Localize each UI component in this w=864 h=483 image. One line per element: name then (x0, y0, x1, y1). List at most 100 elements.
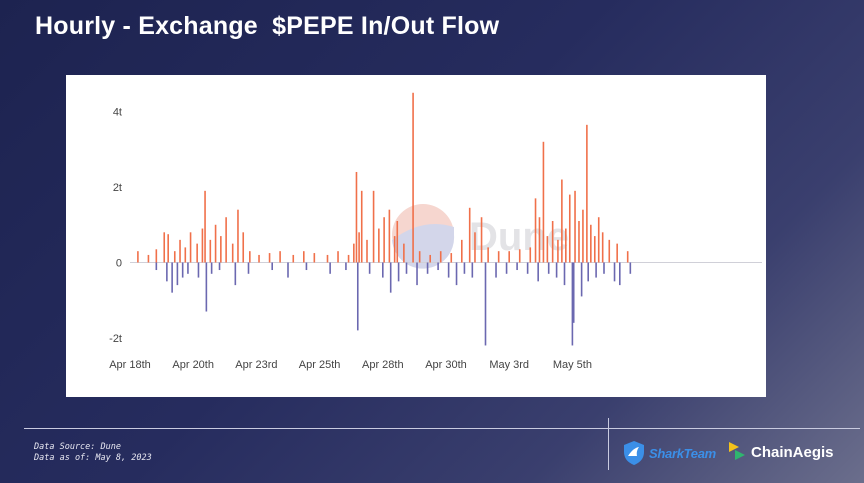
dune-logo-wave (392, 223, 455, 269)
outflow-bar (563, 262, 566, 286)
data-source-text: Data Source: Dune (34, 442, 121, 452)
chainaegis-brand: ChainAegis (727, 440, 834, 464)
outflow-bar (197, 262, 200, 278)
data-date-text: Data as of: May 8, 2023 (34, 453, 152, 463)
inflow-bar (292, 254, 295, 263)
inflow-bar (355, 171, 358, 263)
outflow-bar (629, 262, 632, 274)
inflow-bar (561, 179, 563, 263)
inflow-bar (220, 236, 222, 263)
x-tick-label: Apr 20th (172, 359, 214, 371)
outflow-bar (447, 262, 450, 278)
inflow-bar (196, 243, 198, 263)
inflow-bar (396, 221, 399, 263)
outflow-bar (613, 262, 616, 282)
outflow-bar (205, 262, 208, 312)
page-title: Hourly - Exchange $PEPE In/Out Flow (35, 12, 500, 40)
y-tick-label: -2t (109, 333, 122, 345)
outflow-bar (389, 262, 392, 293)
outflow-bar (603, 262, 605, 274)
inflow-bar (538, 217, 541, 263)
footer-divider (24, 428, 860, 429)
outflow-bar (218, 262, 221, 271)
inflow-bar (461, 239, 463, 263)
inflow-bar (582, 209, 584, 263)
inflow-bar (388, 209, 391, 263)
outflow-bar (356, 262, 359, 331)
inflow-bar (214, 224, 217, 263)
outflow-bar (495, 262, 497, 278)
inflow-bar (608, 239, 611, 263)
outflow-bar (305, 262, 308, 271)
inflow-bar (147, 254, 150, 263)
outflow-bar (463, 262, 466, 274)
outflow-bar (210, 262, 213, 274)
inflow-bar (593, 236, 596, 263)
inflow-bar (412, 92, 414, 263)
outflow-bar (397, 262, 400, 282)
shark-shield-icon (624, 441, 644, 465)
inflow-bar (268, 253, 271, 263)
x-tick-label: Apr 18th (109, 359, 151, 371)
outflow-bar (181, 262, 184, 278)
outflow-bar (471, 262, 474, 278)
inflow-bar (209, 239, 212, 263)
inflow-bar (249, 251, 251, 263)
inflow-bar (204, 190, 206, 263)
inflow-bar (586, 124, 588, 263)
y-tick-label: 2t (113, 182, 122, 194)
inflow-bar (565, 228, 567, 263)
inflow-bar (201, 228, 204, 263)
outflow-bar (595, 262, 597, 278)
inflow-bar (353, 243, 355, 263)
outflow-bar (187, 262, 189, 274)
outflow-bar (368, 262, 371, 274)
outflow-bar (572, 262, 575, 323)
inflow-bar (337, 251, 339, 263)
outflow-bar (547, 262, 550, 274)
outflow-bar (571, 262, 574, 346)
inflow-bar (542, 141, 545, 263)
inflow-bar (189, 232, 192, 263)
x-tick-label: Apr 30th (425, 359, 467, 371)
outflow-bar (426, 262, 429, 274)
inflow-bar (403, 243, 405, 263)
outflow-bar (171, 262, 173, 293)
inflow-bar (360, 190, 363, 263)
inflow-bar (225, 217, 227, 263)
chainaegis-label: ChainAegis (751, 443, 834, 461)
inflow-bar (231, 243, 234, 263)
outflow-bar (416, 262, 418, 286)
x-tick-label: May 3rd (489, 359, 529, 371)
x-tick-label: Apr 28th (362, 359, 404, 371)
outflow-bar (405, 262, 408, 274)
inflow-bar (626, 251, 629, 263)
inflow-bar (546, 236, 549, 263)
inflow-bar (378, 228, 380, 263)
inflow-bar (429, 254, 431, 263)
inflow-bar (258, 254, 260, 263)
chainaegis-logo-icon (729, 442, 745, 460)
inflow-bar (568, 194, 571, 263)
inflow-bar (383, 217, 385, 263)
inflow-bar (518, 249, 521, 263)
inflow-bar (616, 243, 618, 263)
inflow-bar (137, 251, 139, 263)
outflow-bar (455, 262, 458, 286)
inflow-bar (551, 221, 554, 263)
outflow-bar (176, 262, 179, 286)
dune-watermark: Dune (392, 204, 569, 269)
outflow-bar (287, 262, 289, 278)
sharkteam-brand: SharkTeam (622, 440, 716, 466)
inflow-bar (393, 236, 396, 263)
outflow-bar (155, 262, 158, 271)
inflow-bar (167, 234, 169, 263)
outflow-bar (526, 262, 529, 274)
inflow-bar (237, 209, 239, 263)
inflow-bar (242, 232, 245, 263)
outflow-bar (587, 262, 589, 282)
inflow-bar (439, 251, 442, 263)
flow-bar-chart: Dune 4t 2t 0 -2t Apr 18th Apr 20th Apr 23rd Apr… (109, 92, 762, 371)
y-tick-label: 0 (116, 257, 122, 269)
outflow-bar (166, 262, 168, 282)
